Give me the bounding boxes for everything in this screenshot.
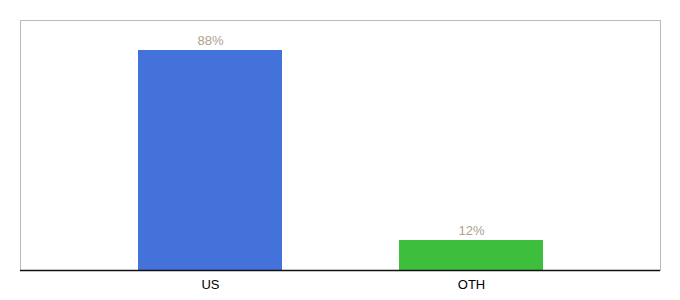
svg-text:OTH: OTH <box>458 277 485 292</box>
svg-text:12%: 12% <box>458 223 484 238</box>
svg-text:US: US <box>201 277 219 292</box>
svg-text:88%: 88% <box>197 33 223 48</box>
